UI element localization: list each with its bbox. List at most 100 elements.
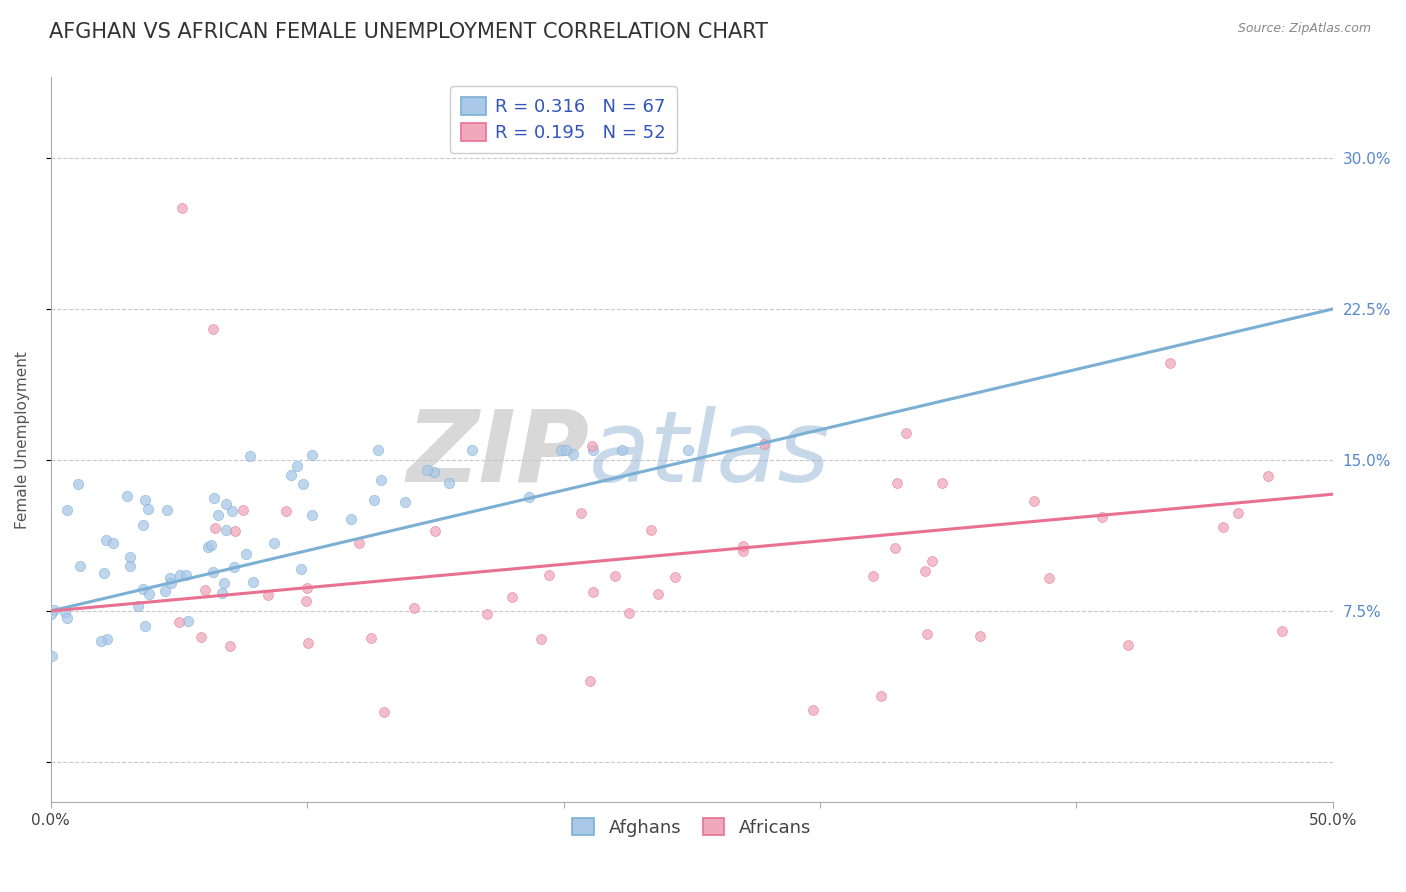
- Point: [969, 629, 991, 643]
- Point: [263, 536, 285, 550]
- Point: [301, 508, 323, 523]
- Point: [297, 581, 319, 595]
- Point: [153, 584, 176, 599]
- Point: [232, 502, 254, 516]
- Point: [603, 569, 626, 583]
- Point: [862, 569, 884, 583]
- Point: [1159, 356, 1181, 370]
- Point: [437, 475, 460, 490]
- Point: [1227, 506, 1250, 520]
- Point: [201, 565, 224, 579]
- Point: [56, 611, 79, 625]
- Point: [170, 202, 193, 216]
- Point: [177, 614, 200, 628]
- Point: [290, 562, 312, 576]
- Point: [530, 632, 553, 647]
- Point: [569, 506, 592, 520]
- Point: [200, 538, 222, 552]
- Y-axis label: Female Unemployment: Female Unemployment: [15, 351, 30, 529]
- Point: [285, 459, 308, 474]
- Point: [894, 425, 917, 440]
- Point: [731, 544, 754, 558]
- Point: [291, 477, 314, 491]
- Point: [1257, 469, 1279, 483]
- Point: [1022, 494, 1045, 508]
- Point: [301, 448, 323, 462]
- Point: [215, 523, 238, 537]
- Point: [174, 567, 197, 582]
- Point: [581, 439, 603, 453]
- Point: [297, 636, 319, 650]
- Point: [914, 564, 936, 578]
- Point: [69, 558, 91, 573]
- Point: [517, 490, 540, 504]
- Text: AFGHAN VS AFRICAN FEMALE UNEMPLOYMENT CORRELATION CHART: AFGHAN VS AFRICAN FEMALE UNEMPLOYMENT CO…: [49, 22, 768, 42]
- Point: [66, 477, 89, 491]
- Point: [931, 476, 953, 491]
- Point: [276, 504, 298, 518]
- Point: [367, 442, 389, 457]
- Point: [101, 536, 124, 550]
- Point: [120, 550, 142, 565]
- Point: [159, 575, 181, 590]
- Point: [1116, 638, 1139, 652]
- Point: [235, 547, 257, 561]
- Point: [1091, 509, 1114, 524]
- Point: [53, 605, 76, 619]
- Point: [579, 674, 602, 689]
- Point: [156, 503, 179, 517]
- Point: [1038, 571, 1060, 585]
- Point: [1270, 624, 1292, 639]
- Point: [640, 523, 662, 537]
- Point: [115, 489, 138, 503]
- Point: [915, 626, 938, 640]
- Point: [138, 586, 160, 600]
- Legend: Afghans, Africans: Afghans, Africans: [565, 811, 818, 844]
- Point: [159, 571, 181, 585]
- Point: [204, 521, 226, 535]
- Point: [752, 436, 775, 450]
- Point: [610, 442, 633, 457]
- Point: [538, 567, 561, 582]
- Point: [423, 465, 446, 479]
- Point: [404, 601, 426, 615]
- Point: [555, 442, 578, 457]
- Point: [41, 648, 63, 663]
- Point: [562, 447, 585, 461]
- Point: [239, 449, 262, 463]
- Point: [501, 590, 523, 604]
- Point: [477, 607, 499, 621]
- Point: [803, 703, 825, 717]
- Point: [39, 607, 62, 621]
- Point: [134, 493, 156, 508]
- Text: atlas: atlas: [589, 406, 831, 503]
- Point: [394, 494, 416, 508]
- Point: [132, 582, 155, 596]
- Point: [44, 603, 66, 617]
- Point: [202, 322, 225, 336]
- Point: [224, 524, 246, 539]
- Point: [425, 524, 447, 538]
- Point: [676, 442, 699, 457]
- Point: [222, 559, 245, 574]
- Point: [581, 585, 603, 599]
- Point: [363, 493, 385, 508]
- Point: [886, 475, 908, 490]
- Point: [118, 558, 141, 573]
- Point: [90, 634, 112, 648]
- Point: [373, 705, 395, 719]
- Point: [647, 587, 669, 601]
- Point: [370, 474, 392, 488]
- Point: [921, 553, 943, 567]
- Point: [211, 585, 233, 599]
- Point: [295, 594, 318, 608]
- Text: ZIP: ZIP: [406, 406, 589, 503]
- Point: [461, 442, 484, 457]
- Text: Source: ZipAtlas.com: Source: ZipAtlas.com: [1237, 22, 1371, 36]
- Point: [55, 503, 77, 517]
- Point: [256, 588, 278, 602]
- Point: [360, 631, 382, 645]
- Point: [207, 508, 229, 523]
- Point: [167, 615, 190, 630]
- Point: [136, 502, 159, 516]
